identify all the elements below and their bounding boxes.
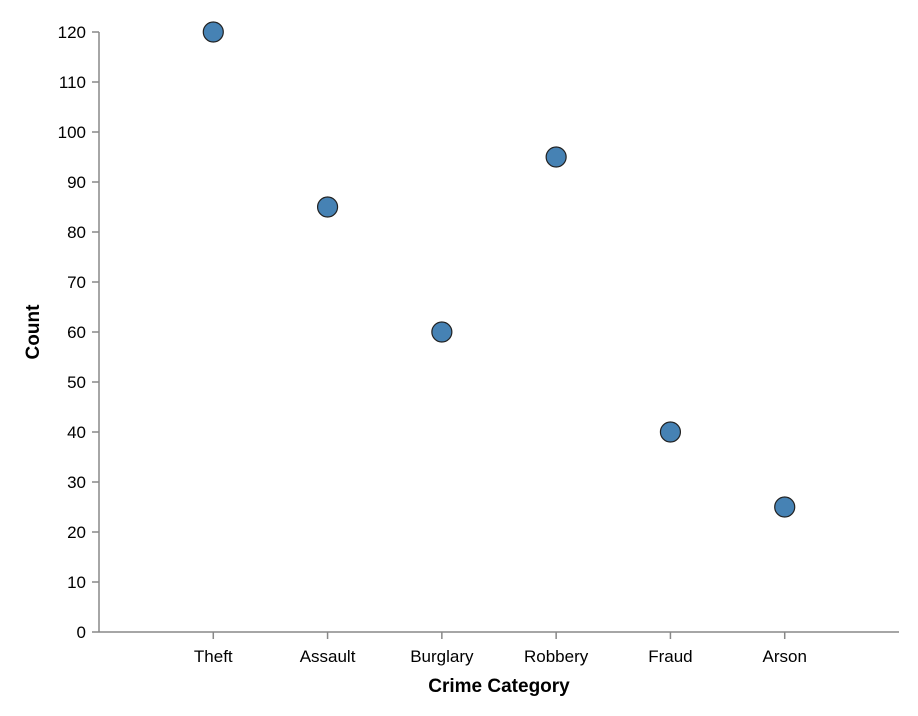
y-tick-label: 80: [67, 223, 86, 242]
y-tick-label: 70: [67, 273, 86, 292]
x-tick-label: Theft: [194, 647, 233, 666]
y-axis-title: Count: [23, 304, 44, 360]
data-point-robbery[interactable]: [545, 146, 567, 168]
x-axis-title: Crime Category: [428, 676, 570, 697]
x-tick-label: Robbery: [524, 647, 589, 666]
data-point-assault[interactable]: [316, 196, 339, 218]
y-tick-label: 120: [58, 23, 86, 42]
x-tick-label: Burglary: [410, 647, 474, 666]
x-axis: Theft Assault Burglary Robbery Fraud Arson: [99, 631, 899, 666]
y-tick-label: 50: [67, 373, 86, 392]
x-tick-label: Fraud: [648, 647, 692, 666]
data-point-burglary[interactable]: [431, 321, 453, 343]
y-tick-label: 40: [67, 423, 86, 442]
x-tick-label: Assault: [300, 647, 356, 666]
data-points: [202, 21, 796, 518]
y-tick-label: 0: [77, 623, 86, 642]
data-point-arson[interactable]: [774, 496, 796, 518]
y-tick-label: 110: [59, 73, 86, 92]
y-tick-label: 90: [67, 173, 86, 192]
y-tick-label: 60: [67, 323, 86, 342]
x-tick-label: Arson: [763, 647, 807, 666]
y-tick-label: 30: [67, 473, 86, 492]
y-tick-label: 10: [67, 573, 86, 592]
y-tick-label: 20: [67, 523, 86, 542]
y-tick-label: 100: [58, 123, 86, 142]
y-axis: 0 10 20 30 40 50 60 70 80 90 100 110 120: [58, 23, 100, 642]
data-point-fraud[interactable]: [659, 421, 682, 443]
data-point-theft[interactable]: [202, 21, 224, 43]
